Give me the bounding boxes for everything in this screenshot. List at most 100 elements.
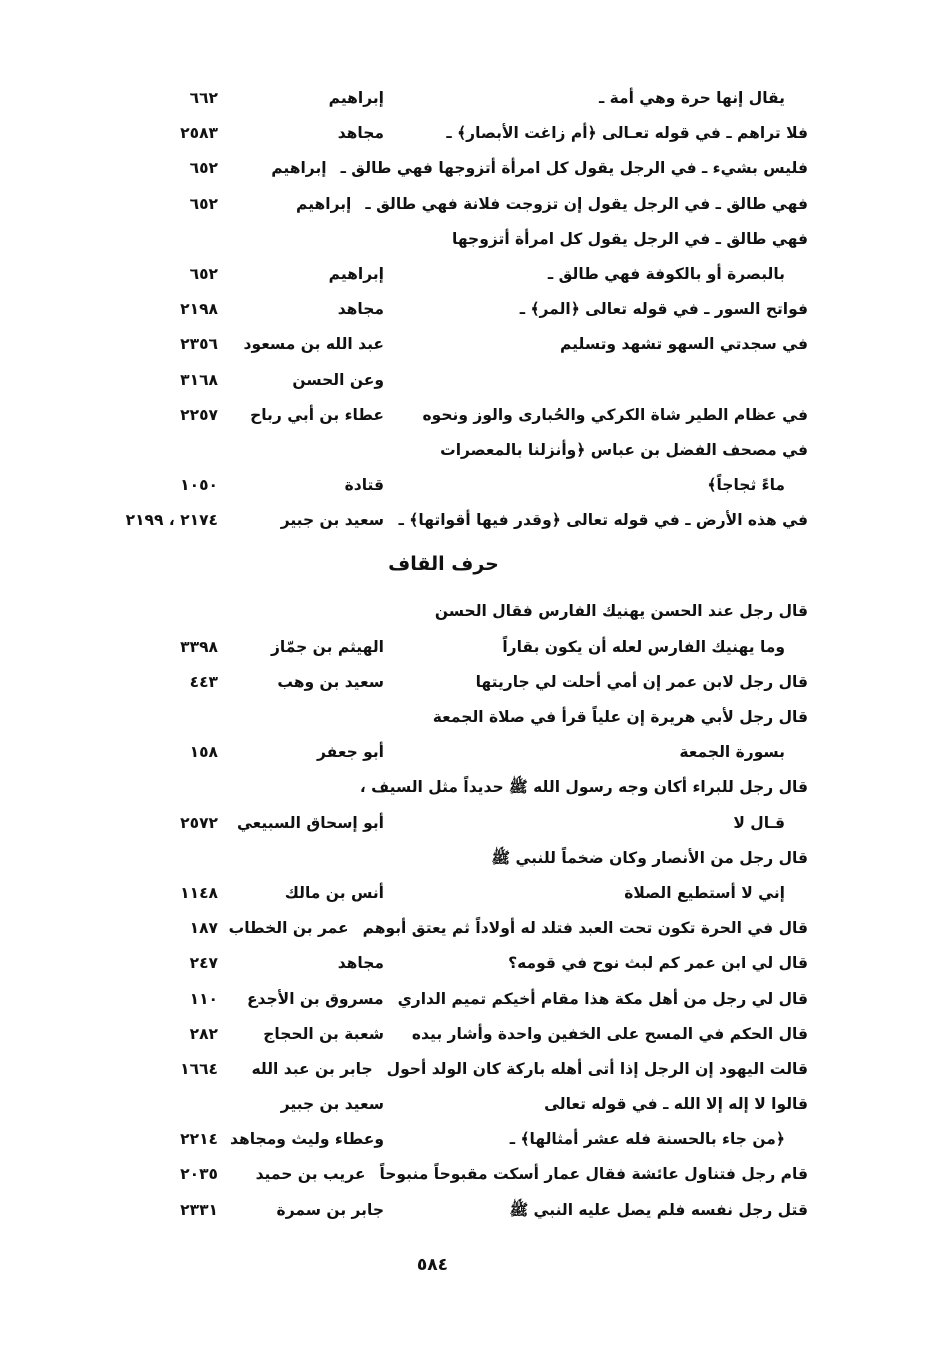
entry-reference-number: ٢٨٢ [189, 1024, 218, 1043]
entry-text-line: قال الحكم في المسح على الخفين واحدة وأشا… [263, 1017, 808, 1052]
index-entry: قال رجل للبراء أكان وجه رسول الله ﷺ حديد… [0, 770, 937, 805]
entry-reference-number: ٦٥٢ [189, 264, 218, 283]
entry-reference-number: ٢٥٨٣ [180, 124, 218, 143]
entry-text: قالوا لا إله إلا الله ـ في قوله تعالى [544, 1095, 808, 1114]
entry-text-line: في عظام الطير شاة الكركي والحُبارى والوز… [250, 398, 808, 433]
entry-text: ﴿من جاء بالحسنة فله عشر أمثالها﴾ ـ [509, 1130, 785, 1149]
index-entry: في مصحف الفضل بن عباس ﴿وأنزلنا بالمعصرات [0, 433, 937, 468]
entry-reference-number: ٢١٩٨ [180, 300, 218, 319]
entry-narrator: وعطاء وليث ومجاهد [230, 1130, 384, 1149]
entry-text-line: ماءً ثجاجاً﴾ قتادة [345, 468, 785, 503]
entry-narrator: أبو إسحاق السبيعي [236, 813, 384, 832]
entry-narrator: مجاهد [337, 300, 384, 319]
index-entry: بسورة الجمعة أبو جعفر ١٥٨ [0, 735, 937, 770]
entry-text-line: قال رجل للبراء أكان وجه رسول الله ﷺ حديد… [346, 770, 808, 805]
entry-reference-number [0, 1087, 218, 1122]
entry-text: قال لي ابن عمر كم لبث نوح في قومه؟ [508, 954, 808, 973]
index-body: يقال إنها حرة وهي أمة ـ إبراهيم ٦٦٢ فلا ترا… [0, 81, 937, 1228]
entry-reference-number: ١٠٥٠ [180, 476, 218, 495]
entry-text-line: يقال إنها حرة وهي أمة ـ إبراهيم [329, 81, 785, 116]
entry-narrator: شعبة بن الحجاج [263, 1024, 384, 1043]
entry-text-line: فهي طالق ـ في الرجل يقول إن تزوجت فلانة … [296, 187, 808, 222]
entry-narrator: مسروق بن الأجدع [246, 989, 384, 1008]
entry-text-line: قال في الحرة تكون تحت العبد فتلد له أولا… [229, 911, 808, 946]
entry-reference-number: ٣١٦٨ [180, 370, 218, 389]
entry-reference-number: ٣٣٩٨ [180, 637, 218, 656]
index-entry: قالت اليهود إن الرجل إذا أتى أهله باركة … [0, 1052, 937, 1087]
entry-text: في هذه الأرض ـ في قوله تعالى ﴿وقدر فيها … [398, 511, 808, 530]
index-entry: فلا تراهم ـ في قوله تعـالى ﴿أم زاغت الأب… [0, 116, 937, 151]
entry-reference-number [0, 841, 218, 876]
index-entry: في سجدتي السهو تشهد وتسليم عبد الله بن مس… [0, 327, 937, 362]
entry-text: قـال لا [733, 813, 785, 832]
entry-text: فهي طالق ـ في الرجل يقول كل امرأة أتزوجه… [452, 229, 808, 248]
entry-reference-number: ١١٠ [189, 989, 218, 1008]
entry-text: في عظام الطير شاة الكركي والحُبارى والوز… [422, 405, 809, 424]
entry-reference-number: ١١٤٨ [180, 883, 218, 902]
entry-reference-number: ٦٥٢ [189, 159, 218, 178]
entry-reference-number: ٢٣٥٦ [180, 335, 218, 354]
entry-narrator: جابر بن عبد الله [251, 1059, 373, 1078]
entry-text: قال في الحرة تكون تحت العبد فتلد له أولا… [362, 919, 808, 938]
entry-text-line: قال رجل لابن عمر إن أمي أحلت لي جاريتها س… [277, 665, 808, 700]
index-entry: ﴿من جاء بالحسنة فله عشر أمثالها﴾ ـ وعطاء … [0, 1122, 937, 1157]
entry-text-line: فواتح السور ـ في قوله تعالى ﴿المر﴾ ـ مجاه… [338, 292, 808, 327]
entry-reference-number [0, 222, 218, 257]
entry-text: قال رجل للبراء أكان وجه رسول الله ﷺ حديد… [359, 778, 808, 797]
entry-text-line: في هذه الأرض ـ في قوله تعالى ﴿وقدر فيها … [281, 503, 808, 538]
entry-reference-number [0, 700, 218, 735]
entry-text: قال الحكم في المسح على الخفين واحدة وأشا… [411, 1024, 808, 1043]
entry-text-line: قـال لا أبو إسحاق السبيعي [237, 806, 785, 841]
entry-text: قال رجل من الأنصار وكان ضخماً للنبي ﷺ [491, 848, 808, 867]
index-entry: قالوا لا إله إلا الله ـ في قوله تعالى سعي… [0, 1087, 937, 1122]
entry-text: يقال إنها حرة وهي أمة ـ [598, 89, 785, 107]
entry-reference-number: ٢٢١٤ [180, 1130, 218, 1149]
entry-text: قال رجل عند الحسن يهنيك الفارس فقال الحس… [434, 602, 808, 621]
index-entry: قال رجل لأبي هريرة إن علياً قرأ في صلاة … [0, 700, 937, 735]
entry-text: قالت اليهود إن الرجل إذا أتى أهله باركة … [386, 1059, 808, 1078]
entry-reference-number: ٢٢٥٧ [180, 405, 218, 424]
entry-text-line: فليس بشيء ـ في الرجل يقول كل امرأة أتزوج… [271, 151, 808, 186]
index-section-previous-letter: يقال إنها حرة وهي أمة ـ إبراهيم ٦٦٢ فلا ترا… [0, 81, 937, 538]
entry-narrator: إبراهيم [328, 89, 384, 107]
index-entry: وما يهنيك الفارس لعله أن يكون بقاراً الهي… [0, 630, 937, 665]
index-entry: قال لي رجل من أهل مكة هذا مقام أخيكم تمي… [0, 982, 937, 1017]
entry-text: بسورة الجمعة [679, 743, 785, 762]
index-entry: بالبصرة أو بالكوفة فهي طالق ـ إبراهيم ٦٥٢ [0, 257, 937, 292]
entry-reference-number: ٢٣٣١ [180, 1200, 218, 1219]
entry-narrator: عريب بن حميد [255, 1165, 366, 1184]
entry-narrator: جابر بن سمرة [276, 1200, 384, 1219]
entry-text-line: وعن الحسن [292, 363, 808, 398]
entry-text-line: ﴿من جاء بالحسنة فله عشر أمثالها﴾ ـ وعطاء … [230, 1122, 785, 1157]
entry-text: فلا تراهم ـ في قوله تعـالى ﴿أم زاغت الأب… [446, 124, 808, 143]
entry-text: بالبصرة أو بالكوفة فهي طالق ـ [547, 264, 785, 283]
entry-reference-number [0, 594, 218, 629]
entry-reference-number: ٦٥٢ [189, 194, 218, 213]
entry-text-line: قال رجل عند الحسن يهنيك الفارس فقال الحس… [384, 594, 808, 629]
entry-narrator: إبراهيم [328, 264, 384, 283]
entry-text: قال رجل لأبي هريرة إن علياً قرأ في صلاة … [432, 708, 808, 726]
page-number: ٥٨٤ [416, 1255, 449, 1275]
entry-text-line: قال لي رجل من أهل مكة هذا مقام أخيكم تمي… [247, 982, 808, 1017]
entry-text: قال رجل لابن عمر إن أمي أحلت لي جاريتها [475, 672, 808, 691]
entry-text: ماءً ثجاجاً﴾ [707, 476, 785, 495]
index-entry: قـال لا أبو إسحاق السبيعي ٢٥٧٢ [0, 806, 937, 841]
entry-text: فهي طالق ـ في الرجل يقول إن تزوجت فلانة … [365, 194, 808, 213]
entry-text: فليس بشيء ـ في الرجل يقول كل امرأة أتزوج… [340, 159, 808, 178]
entry-narrator: عمر بن الخطاب [228, 919, 349, 938]
entry-text-line: قال رجل لأبي هريرة إن علياً قرأ في صلاة … [384, 700, 808, 735]
entry-narrator: مجاهد [337, 124, 384, 143]
entry-text: في مصحف الفضل بن عباس ﴿وأنزلنا بالمعصرات [440, 440, 808, 459]
entry-text: فواتح السور ـ في قوله تعالى ﴿المر﴾ ـ [519, 300, 808, 319]
entry-reference-number: ٢٤٧ [189, 954, 218, 973]
entry-narrator: سعيد بن وهب [277, 672, 384, 691]
entry-text-line: قال لي ابن عمر كم لبث نوح في قومه؟ مجاهد [338, 946, 808, 981]
entry-narrator: إبراهيم [296, 194, 352, 213]
section-heading-text: حرف القاف [388, 553, 499, 576]
entry-narrator: أبو جعفر [317, 743, 384, 762]
index-entry: ماءً ثجاجاً﴾ قتادة ١٠٥٠ [0, 468, 937, 503]
index-entry: وعن الحسن ٣١٦٨ [0, 363, 937, 398]
entry-narrator: عطاء بن أبي رباح [250, 405, 384, 424]
entry-reference-number: ٢٥٧٢ [180, 813, 218, 832]
index-entry: في عظام الطير شاة الكركي والحُبارى والوز… [0, 398, 937, 433]
